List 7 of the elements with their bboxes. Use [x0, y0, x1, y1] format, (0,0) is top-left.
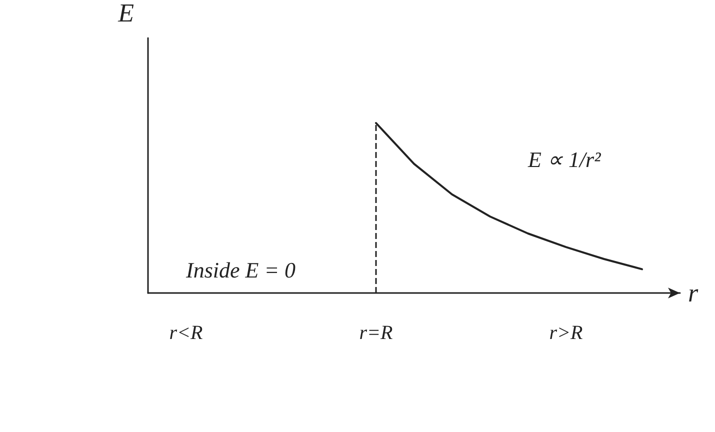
x-tick-label: r=R — [359, 322, 393, 344]
y-axis-title: E — [117, 0, 134, 28]
annotation: Inside E = 0 — [185, 258, 296, 282]
annotation: E ∝ 1/r² — [527, 147, 602, 172]
x-tick-label: r>R — [549, 322, 583, 344]
x-tick-label: r<R — [169, 322, 203, 344]
x-axis-title: r — [688, 278, 699, 308]
